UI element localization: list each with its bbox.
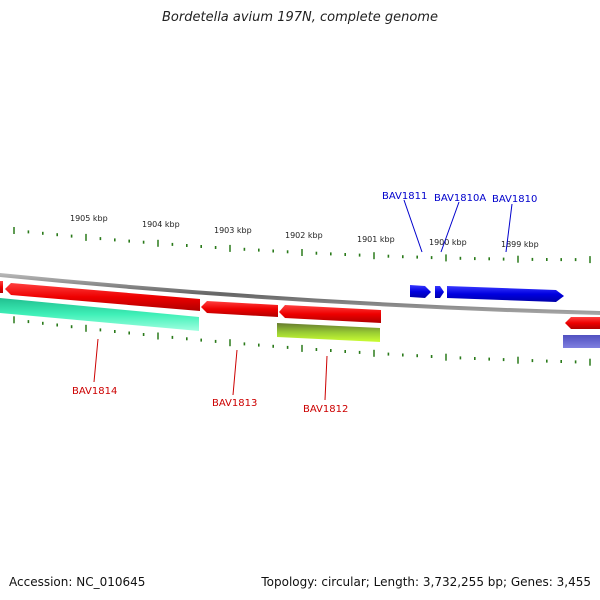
gene-bav1810[interactable] <box>447 286 564 302</box>
leader-line-bav1814 <box>93 338 99 383</box>
gene-bav1813[interactable] <box>201 301 278 317</box>
gene-bav1814[interactable] <box>5 283 200 311</box>
leader-line-bav1811 <box>403 199 423 253</box>
scale-label-1901: 1901 kbp <box>357 235 395 244</box>
cds-feature-bav1814[interactable] <box>0 298 199 331</box>
leader-line-bav1812 <box>324 355 328 401</box>
outer-scale-ticks <box>13 227 591 264</box>
gene-bav1815-partial[interactable] <box>0 281 3 293</box>
gene-label-bav1812[interactable]: BAV1812 <box>303 404 348 415</box>
leader-line-bav1810 <box>505 203 513 253</box>
gene-bav1809-partial[interactable] <box>565 317 600 329</box>
genome-backbone <box>0 273 600 315</box>
scale-label-1902: 1902 kbp <box>285 231 323 240</box>
gene-label-bav1811[interactable]: BAV1811 <box>382 191 427 202</box>
genome-title: Bordetella avium 197N, complete genome <box>162 10 438 25</box>
cds-feature-bav1809[interactable] <box>563 335 600 348</box>
leader-line-bav1813 <box>232 349 238 396</box>
gene-bav1812[interactable] <box>279 305 381 323</box>
gene-label-bav1813[interactable]: BAV1813 <box>212 398 257 409</box>
scale-label-1904: 1904 kbp <box>142 220 180 229</box>
leader-line-bav1810a <box>440 201 460 253</box>
gene-label-bav1814[interactable]: BAV1814 <box>72 386 117 397</box>
gene-label-bav1810[interactable]: BAV1810 <box>492 194 537 205</box>
cds-feature-bav1812[interactable] <box>277 323 380 342</box>
gene-bav1811[interactable] <box>410 285 431 298</box>
scale-label-1905: 1905 kbp <box>70 214 108 223</box>
scale-label-1899: 1899 kbp <box>501 240 539 249</box>
accession-text: Accession: NC_010645 <box>9 575 146 589</box>
gene-label-bav1810a[interactable]: BAV1810A <box>434 193 486 204</box>
inner-scale-ticks <box>13 316 591 366</box>
gene-bav1810a[interactable] <box>435 286 444 298</box>
genome-stats-text: Topology: circular; Length: 3,732,255 bp… <box>261 575 591 589</box>
scale-label-1903: 1903 kbp <box>214 226 252 235</box>
scale-label-1900: 1900 kbp <box>429 238 467 247</box>
